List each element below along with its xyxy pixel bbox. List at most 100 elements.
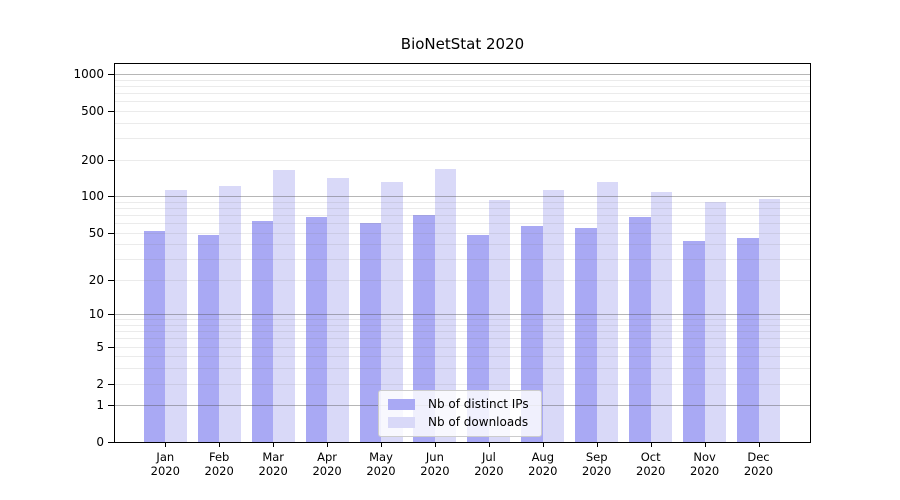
gridline-minor [115,215,810,216]
y-tick-mark [108,405,114,407]
y-tick-label: 200 [81,152,104,167]
x-tick-label: May 2020 [353,450,409,478]
bar-downloads [165,189,187,442]
x-tick-label-line: 2020 [204,464,234,478]
x-tick-label-line: Jan [156,450,175,464]
bar-distinct-ips [143,230,166,442]
x-tick-label: Sep 2020 [569,450,625,478]
x-tick-label-line: Oct [640,450,661,464]
x-tick-label-line: 2020 [312,464,342,478]
y-tick-mark [108,159,114,161]
x-tick-mark [542,443,544,447]
y-tick-label: 500 [81,104,104,118]
x-tick-label-line: Apr [317,450,338,464]
x-tick-label: Aug 2020 [515,450,571,478]
x-tick-label-line: 2020 [528,464,558,478]
legend-item-distinct-ips: Nb of distinct IPs [388,398,529,411]
x-tick-label-line: Mar [262,450,285,464]
y-tick-mark [108,279,114,281]
bar-downloads [219,186,241,442]
x-tick-label-line: 2020 [258,464,288,478]
bar-distinct-ips [359,223,382,442]
x-tick-mark [273,443,275,447]
bar-downloads [327,178,349,442]
y-tick-label: 2 [96,376,104,391]
y-tick-label: 20 [88,272,104,287]
x-tick-label: Oct 2020 [623,450,679,478]
gridline-minor [115,79,810,81]
gridline-minor [115,356,810,358]
y-tick-label: 100 [81,189,104,204]
gridline-minor [115,201,810,203]
gridline-minor [115,338,810,340]
x-tick-label-line: 2020 [420,464,450,478]
y-tick-mark [108,196,114,198]
x-tick-mark [165,443,167,447]
x-tick-mark [434,443,436,447]
y-tick-label: 50 [88,225,104,240]
x-tick-label-line: 2020 [689,464,720,478]
x-tick-label-line: Dec [747,450,770,464]
y-tick-mark [108,74,114,76]
bar-distinct-ips [629,217,651,442]
x-tick-mark [219,443,221,447]
x-tick-label: Apr 2020 [299,450,355,478]
gridline-major [115,74,810,76]
gridline-minor [115,244,810,246]
bar-downloads [273,170,295,442]
gridline-minor [115,325,810,326]
x-tick-label-line: 2020 [582,464,612,478]
bar-distinct-ips [737,238,759,442]
x-tick-label-line: Nov [693,450,716,464]
gridline-minor [115,279,810,281]
gridline-minor [115,101,810,103]
gridline-minor [115,232,810,234]
x-tick-label-line: Aug [531,450,555,464]
gridline-minor [115,346,810,348]
bar-distinct-ips [575,227,597,442]
bar-distinct-ips [197,234,220,442]
y-tick-mark [108,232,114,234]
gridline-minor [115,111,810,112]
x-tick-label-line: Jul [481,450,496,464]
x-tick-label-line: May [369,450,393,464]
x-tick-label-line: 2020 [150,464,180,478]
x-tick-label-line: 2020 [474,464,504,478]
gridline-minor [115,368,810,370]
legend-swatch-downloads [388,417,415,428]
gridline-minor [115,223,810,225]
y-tick-label: 1000 [73,67,104,82]
x-tick-label-line: Sep [585,450,608,464]
gridline-minor [115,259,810,261]
gridline-minor [115,122,810,124]
gridline-major [115,196,810,198]
y-tick-label: 5 [96,339,104,354]
y-tick-mark [108,346,114,348]
gridline-minor [115,93,810,95]
gridline-minor [115,319,810,321]
y-tick-label: 10 [88,307,104,322]
gridline-minor [115,86,810,87]
x-tick-mark [758,443,760,447]
x-tick-mark [381,443,382,447]
x-tick-label-line: 2020 [366,464,396,478]
x-tick-mark [596,443,598,447]
x-tick-label: Feb 2020 [191,450,247,478]
gridline-minor [115,159,810,161]
bar-downloads [488,200,511,442]
legend: Nb of distinct IPs Nb of downloads [378,390,542,437]
bar-downloads [704,201,727,442]
bar-downloads [542,189,565,442]
legend-swatch-distinct-ips [388,399,415,410]
legend-item-downloads: Nb of downloads [388,416,529,429]
legend-label-distinct-ips: Nb of distinct IPs [428,397,529,411]
bar-downloads [650,192,673,442]
x-tick-label: Mar 2020 [245,450,301,478]
x-tick-mark [488,443,490,447]
bar-distinct-ips [413,215,435,442]
bar-distinct-ips [305,216,328,442]
bar-distinct-ips [251,220,274,442]
plot-area: Nb of distinct IPs Nb of downloads 1000 5… [73,63,811,478]
x-tick-mark [704,443,706,447]
